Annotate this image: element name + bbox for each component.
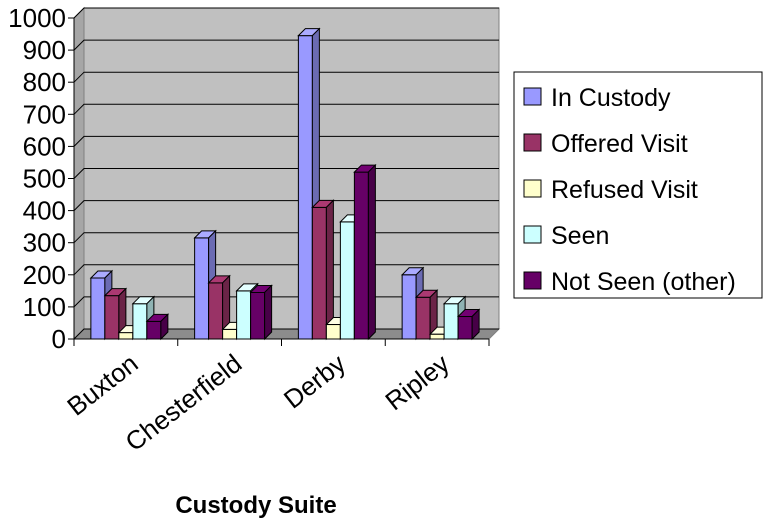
x-axis-title: Custody Suite — [175, 492, 336, 519]
plot-area — [72, 6, 501, 341]
bar — [103, 287, 128, 341]
gridline — [73, 103, 499, 115]
x-category-label: Buxton — [61, 348, 143, 421]
bar-front — [132, 303, 148, 340]
y-tick-label: 0 — [52, 324, 66, 354]
bar-front — [311, 206, 327, 340]
y-tick-label: 900 — [23, 35, 66, 65]
bar — [353, 163, 377, 341]
bar — [249, 284, 273, 341]
bar-front — [222, 328, 238, 340]
legend-swatch — [523, 271, 542, 290]
bar — [207, 274, 231, 341]
bars — [89, 27, 481, 341]
bar-side — [160, 313, 169, 341]
bar-side — [367, 163, 376, 341]
bar-front — [236, 290, 252, 340]
legend-label: Not Seen (other) — [551, 268, 736, 296]
bar-front — [208, 282, 224, 340]
legend-swatch — [523, 87, 542, 106]
y-tick-label: 500 — [23, 164, 66, 194]
bar-front — [429, 333, 445, 340]
y-tick-label: 300 — [23, 228, 66, 258]
legend-swatch — [523, 225, 542, 244]
legend-swatch — [523, 133, 542, 152]
legend-label: Offered Visit — [551, 130, 688, 158]
bar-front — [353, 171, 369, 340]
y-tick-label: 1000 — [8, 3, 66, 33]
y-tick-label: 100 — [23, 292, 66, 322]
gridline — [73, 71, 499, 83]
bar-side — [264, 284, 273, 341]
bar-front — [297, 35, 313, 340]
bar-front — [339, 221, 355, 340]
bar-front — [194, 237, 210, 340]
y-tick-label: 200 — [23, 260, 66, 290]
bar-front — [325, 324, 341, 340]
bar — [145, 313, 170, 341]
y-tick-label: 700 — [23, 99, 66, 129]
bar — [311, 199, 335, 341]
gridline — [73, 7, 499, 19]
legend-swatch — [523, 179, 542, 198]
bar-front — [104, 295, 120, 340]
x-category-label: Ripley — [379, 348, 454, 416]
bar-front — [415, 296, 431, 340]
x-category-label: Chesterfield — [120, 348, 248, 457]
gridline — [73, 39, 499, 51]
bar — [414, 289, 439, 341]
bar-front — [401, 274, 417, 340]
x-category-label: Derby — [278, 348, 351, 414]
bar-front — [250, 291, 266, 340]
bar-front — [457, 316, 473, 340]
legend-box — [513, 71, 763, 299]
y-tick-label: 800 — [23, 67, 66, 97]
legend: In Custody Offered Visit Refused Visit Seen… — [513, 71, 763, 299]
legend-label: In Custody — [551, 84, 671, 112]
legend-label: Refused Visit — [551, 176, 698, 204]
y-tick-label: 600 — [23, 131, 66, 161]
bar — [456, 308, 481, 341]
gridline — [73, 135, 499, 147]
bar-front — [443, 303, 459, 340]
bar-front — [146, 320, 162, 340]
bar-side — [471, 308, 480, 341]
legend-label: Seen — [551, 222, 609, 250]
bar-front — [90, 277, 106, 340]
y-tick-label: 400 — [23, 196, 66, 226]
bar-front — [118, 332, 134, 340]
